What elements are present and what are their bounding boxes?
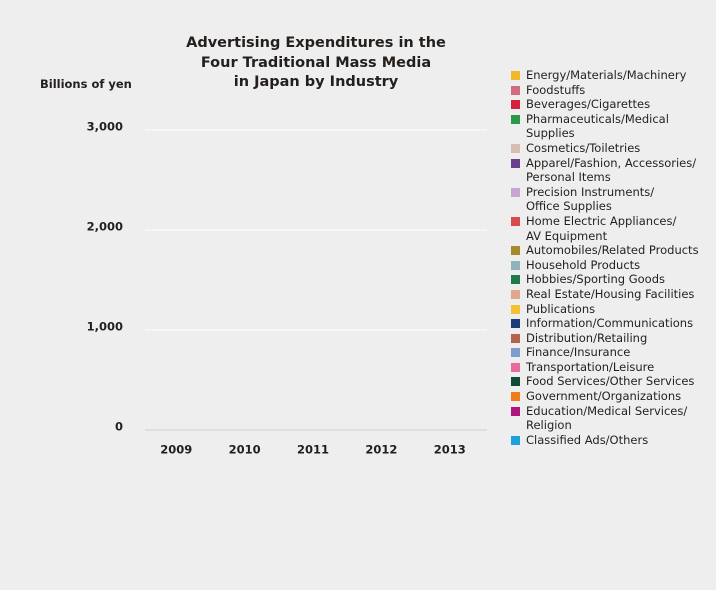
y-axis-label: Billions of yen xyxy=(40,77,132,91)
legend-item: Finance/Insurance xyxy=(511,345,716,360)
x-tick-label: 2010 xyxy=(229,443,261,457)
legend-swatch xyxy=(511,143,520,153)
legend-label: Government/Organizations xyxy=(526,389,682,404)
legend-item: Government/Organizations xyxy=(511,389,716,404)
legend-label: Foodstuffs xyxy=(526,82,586,97)
legend-swatch xyxy=(511,114,520,124)
legend-item: Classified Ads/Others xyxy=(511,433,716,448)
legend-swatch xyxy=(511,158,520,168)
legend-swatch xyxy=(511,392,520,402)
legend-item: Energy/Materials/Machinery xyxy=(511,68,716,83)
legend-item: Education/Medical Services/ Religion xyxy=(511,404,716,433)
legend-swatch xyxy=(511,319,520,329)
legend-swatch xyxy=(511,333,520,343)
legend-label: Household Products xyxy=(526,257,641,272)
legend-label: Beverages/Cigarettes xyxy=(526,97,651,112)
legend-label: Education/Medical Services/ Religion xyxy=(526,403,688,433)
legend-item: Cosmetics/Toiletries xyxy=(511,141,716,156)
legend-swatch xyxy=(511,100,520,110)
legend-swatch xyxy=(511,246,520,256)
legend-label: Home Electric Appliances/ AV Equipment xyxy=(526,213,677,243)
x-tick-label: 2013 xyxy=(434,443,466,457)
legend-item: Apparel/Fashion, Accessories/ Personal I… xyxy=(511,156,716,185)
legend-swatch xyxy=(511,275,520,285)
legend-label: Apparel/Fashion, Accessories/ Personal I… xyxy=(526,155,697,185)
legend-swatch xyxy=(511,289,520,299)
legend-item: Publications xyxy=(511,302,716,317)
legend-swatch xyxy=(511,435,520,445)
x-tick-label: 2012 xyxy=(365,443,397,457)
legend-item: Real Estate/Housing Facilities xyxy=(511,287,716,302)
legend-item: Food Services/Other Services xyxy=(511,374,716,389)
legend-item: Pharmaceuticals/Medical Supplies xyxy=(511,112,716,141)
legend-item: Hobbies/Sporting Goods xyxy=(511,272,716,287)
legend-label: Information/Communications xyxy=(526,316,694,331)
y-tick-label: 1,000 xyxy=(87,320,123,334)
y-tick-label: 2,000 xyxy=(87,220,123,234)
legend-swatch xyxy=(511,260,520,270)
legend-swatch xyxy=(511,71,520,80)
chart-title: Advertising Expenditures in the Four Tra… xyxy=(186,35,446,90)
legend-item: Beverages/Cigarettes xyxy=(511,97,716,112)
legend-item: Home Electric Appliances/ AV Equipment xyxy=(511,214,716,243)
legend-label: Pharmaceuticals/Medical Supplies xyxy=(526,111,669,141)
y-tick-label: 3,000 xyxy=(87,120,123,134)
legend-swatch xyxy=(511,377,520,387)
legend-label: Classified Ads/Others xyxy=(526,432,649,447)
x-tick-label: 2011 xyxy=(297,443,329,457)
legend-item: Transportation/Leisure xyxy=(511,360,716,375)
legend-swatch xyxy=(511,216,520,226)
legend-label: Finance/Insurance xyxy=(526,345,631,360)
legend-swatch xyxy=(511,304,520,314)
legend-label: Transportation/Leisure xyxy=(526,359,655,374)
legend-label: Real Estate/Housing Facilities xyxy=(526,286,695,301)
legend-label: Hobbies/Sporting Goods xyxy=(526,272,666,287)
legend-label: Precision Instruments/ Office Supplies xyxy=(526,184,655,214)
legend-item: Foodstuffs xyxy=(511,83,716,98)
legend: Energy/Materials/Machinery Foodstuffs Beve… xyxy=(511,68,716,447)
legend-item: Household Products xyxy=(511,258,716,273)
legend-label: Energy/Materials/Machinery xyxy=(526,68,687,82)
legend-swatch xyxy=(511,85,520,95)
x-tick-label: 2009 xyxy=(160,443,192,457)
legend-item: Distribution/Retailing xyxy=(511,331,716,346)
legend-swatch xyxy=(511,187,520,197)
legend-label: Publications xyxy=(526,301,596,316)
y-tick-label: 0 xyxy=(115,420,123,434)
legend-item: Precision Instruments/ Office Supplies xyxy=(511,185,716,214)
legend-label: Automobiles/Related Products xyxy=(526,243,699,258)
legend-item: Information/Communications xyxy=(511,316,716,331)
legend-label: Distribution/Retailing xyxy=(526,330,648,345)
legend-label: Food Services/Other Services xyxy=(526,374,695,389)
legend-swatch xyxy=(511,348,520,358)
legend-label: Cosmetics/Toiletries xyxy=(526,140,641,155)
legend-swatch xyxy=(511,406,520,416)
legend-item: Automobiles/Related Products xyxy=(511,243,716,258)
legend-swatch xyxy=(511,362,520,372)
